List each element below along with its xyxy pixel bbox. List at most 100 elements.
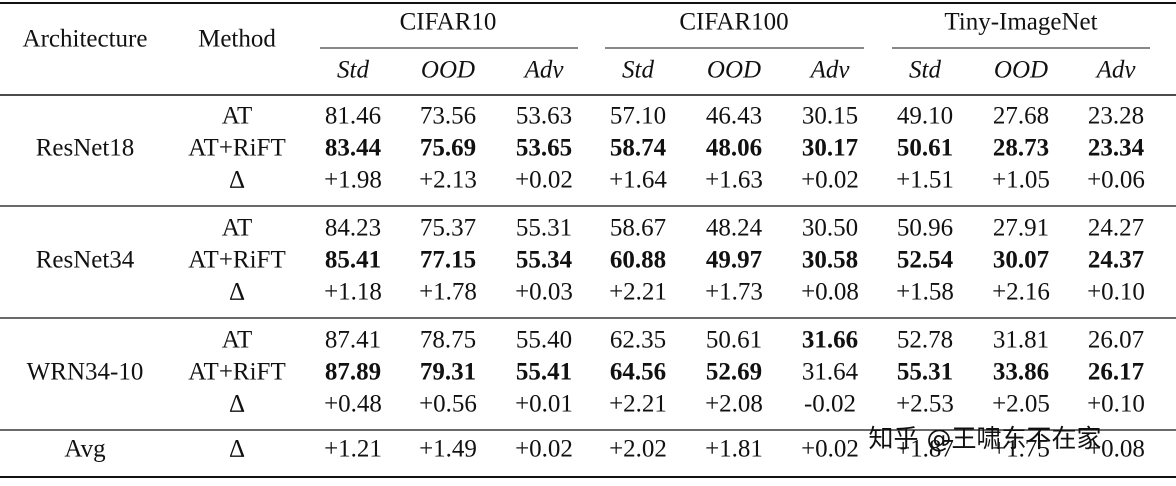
cell-value: 87.41 — [325, 327, 381, 354]
cell-value: +1.73 — [705, 279, 763, 306]
cell-value: 83.44 — [325, 135, 382, 162]
cell-value: +0.56 — [419, 391, 477, 418]
method-label: Δ — [229, 436, 245, 463]
cell-value: 73.56 — [420, 103, 476, 130]
cell-value: 24.27 — [1088, 215, 1144, 242]
cell-value: 58.67 — [610, 215, 666, 242]
architecture-label: ResNet34 — [36, 247, 135, 274]
cell-value: +0.10 — [1087, 391, 1145, 418]
cell-value: 28.73 — [993, 135, 1049, 162]
cell-value: 52.69 — [706, 359, 762, 386]
cell-value: 85.41 — [325, 247, 381, 274]
cell-value: +1.98 — [324, 167, 382, 194]
method-label: AT+RiFT — [188, 247, 285, 274]
cell-value: 31.66 — [802, 327, 858, 354]
metric-header: Std — [909, 57, 941, 84]
metric-header: OOD — [421, 57, 475, 84]
cell-value: +2.13 — [419, 167, 477, 194]
cell-value: 50.61 — [706, 327, 762, 354]
cell-value: +2.21 — [609, 391, 667, 418]
cell-value: +0.06 — [1087, 167, 1145, 194]
cell-value: 24.37 — [1088, 247, 1144, 274]
cell-value: 31.81 — [993, 327, 1049, 354]
method-label: AT — [222, 327, 253, 354]
cell-value: 26.07 — [1088, 327, 1144, 354]
cell-value: +2.08 — [705, 391, 763, 418]
cell-value: 48.24 — [706, 215, 763, 242]
cell-value: 55.41 — [516, 359, 572, 386]
cell-value: +2.21 — [609, 279, 667, 306]
cell-value: 78.75 — [420, 327, 476, 354]
cell-value: +0.08 — [1087, 436, 1145, 463]
metric-header: Adv — [809, 57, 851, 84]
cell-value: +2.05 — [992, 391, 1050, 418]
dataset-header: CIFAR100 — [679, 9, 788, 36]
cell-value: +0.02 — [515, 167, 573, 194]
cell-value: 55.34 — [516, 247, 573, 274]
metric-header: OOD — [994, 57, 1048, 84]
architecture-label: WRN34-10 — [27, 359, 144, 386]
cell-value: 27.68 — [993, 103, 1049, 130]
metric-header: Adv — [523, 57, 565, 84]
dataset-header: Tiny-ImageNet — [944, 9, 1097, 36]
cell-value: 33.86 — [993, 359, 1049, 386]
cell-value: +1.21 — [324, 436, 382, 463]
cell-value: 30.17 — [802, 135, 858, 162]
cell-value: 75.37 — [420, 215, 476, 242]
cell-value: +1.75 — [992, 436, 1050, 463]
cell-value: 49.10 — [897, 103, 953, 130]
cell-value: 55.31 — [897, 359, 953, 386]
architecture-header: Architecture — [23, 26, 148, 53]
cell-value: +1.49 — [419, 436, 477, 463]
cell-value: +1.58 — [896, 279, 954, 306]
method-label: AT+RiFT — [188, 359, 285, 386]
method-label: Δ — [229, 167, 245, 194]
cell-value: 79.31 — [420, 359, 476, 386]
method-label: Δ — [229, 279, 245, 306]
cell-value: +2.02 — [609, 436, 667, 463]
cell-value: +0.03 — [515, 279, 573, 306]
cell-value: 57.10 — [610, 103, 666, 130]
cell-value: 53.63 — [516, 103, 572, 130]
cell-value: 62.35 — [610, 327, 666, 354]
cell-value: 27.91 — [993, 215, 1049, 242]
cell-value: 55.31 — [516, 215, 572, 242]
cell-value: 58.74 — [610, 135, 667, 162]
cell-value: +1.81 — [705, 436, 763, 463]
cell-value: 30.50 — [802, 215, 858, 242]
cell-value: +1.51 — [896, 167, 954, 194]
cell-value: 84.23 — [325, 215, 381, 242]
metric-header: Std — [622, 57, 654, 84]
cell-value: 30.58 — [802, 247, 858, 274]
cell-value: 77.15 — [420, 247, 476, 274]
cell-value: +0.02 — [801, 167, 859, 194]
cell-value: 30.15 — [802, 103, 858, 130]
cell-value: 49.97 — [706, 247, 762, 274]
cell-value: 52.54 — [897, 247, 954, 274]
cell-value: 81.46 — [325, 103, 381, 130]
dataset-header: CIFAR10 — [400, 9, 497, 36]
architecture-label: Avg — [64, 436, 106, 463]
cell-value: +1.05 — [992, 167, 1050, 194]
method-label: AT — [222, 103, 253, 130]
metric-header: OOD — [707, 57, 761, 84]
cell-value: 50.96 — [897, 215, 953, 242]
cell-value: +1.78 — [419, 279, 477, 306]
cell-value: +0.02 — [801, 436, 859, 463]
cell-value: 50.61 — [897, 135, 953, 162]
cell-value: 87.89 — [325, 359, 381, 386]
cell-value: 30.07 — [993, 247, 1049, 274]
cell-value: 46.43 — [706, 103, 762, 130]
cell-value: 64.56 — [610, 359, 666, 386]
method-label: Δ — [229, 391, 245, 418]
cell-value: 23.28 — [1088, 103, 1144, 130]
cell-value: +0.02 — [515, 436, 573, 463]
cell-value: 48.06 — [706, 135, 762, 162]
architecture-label: ResNet18 — [36, 135, 135, 162]
cell-value: +0.10 — [1087, 279, 1145, 306]
cell-value: +1.18 — [324, 279, 382, 306]
metric-header: Std — [337, 57, 369, 84]
method-label: AT+RiFT — [188, 135, 285, 162]
cell-value: 31.64 — [802, 359, 859, 386]
